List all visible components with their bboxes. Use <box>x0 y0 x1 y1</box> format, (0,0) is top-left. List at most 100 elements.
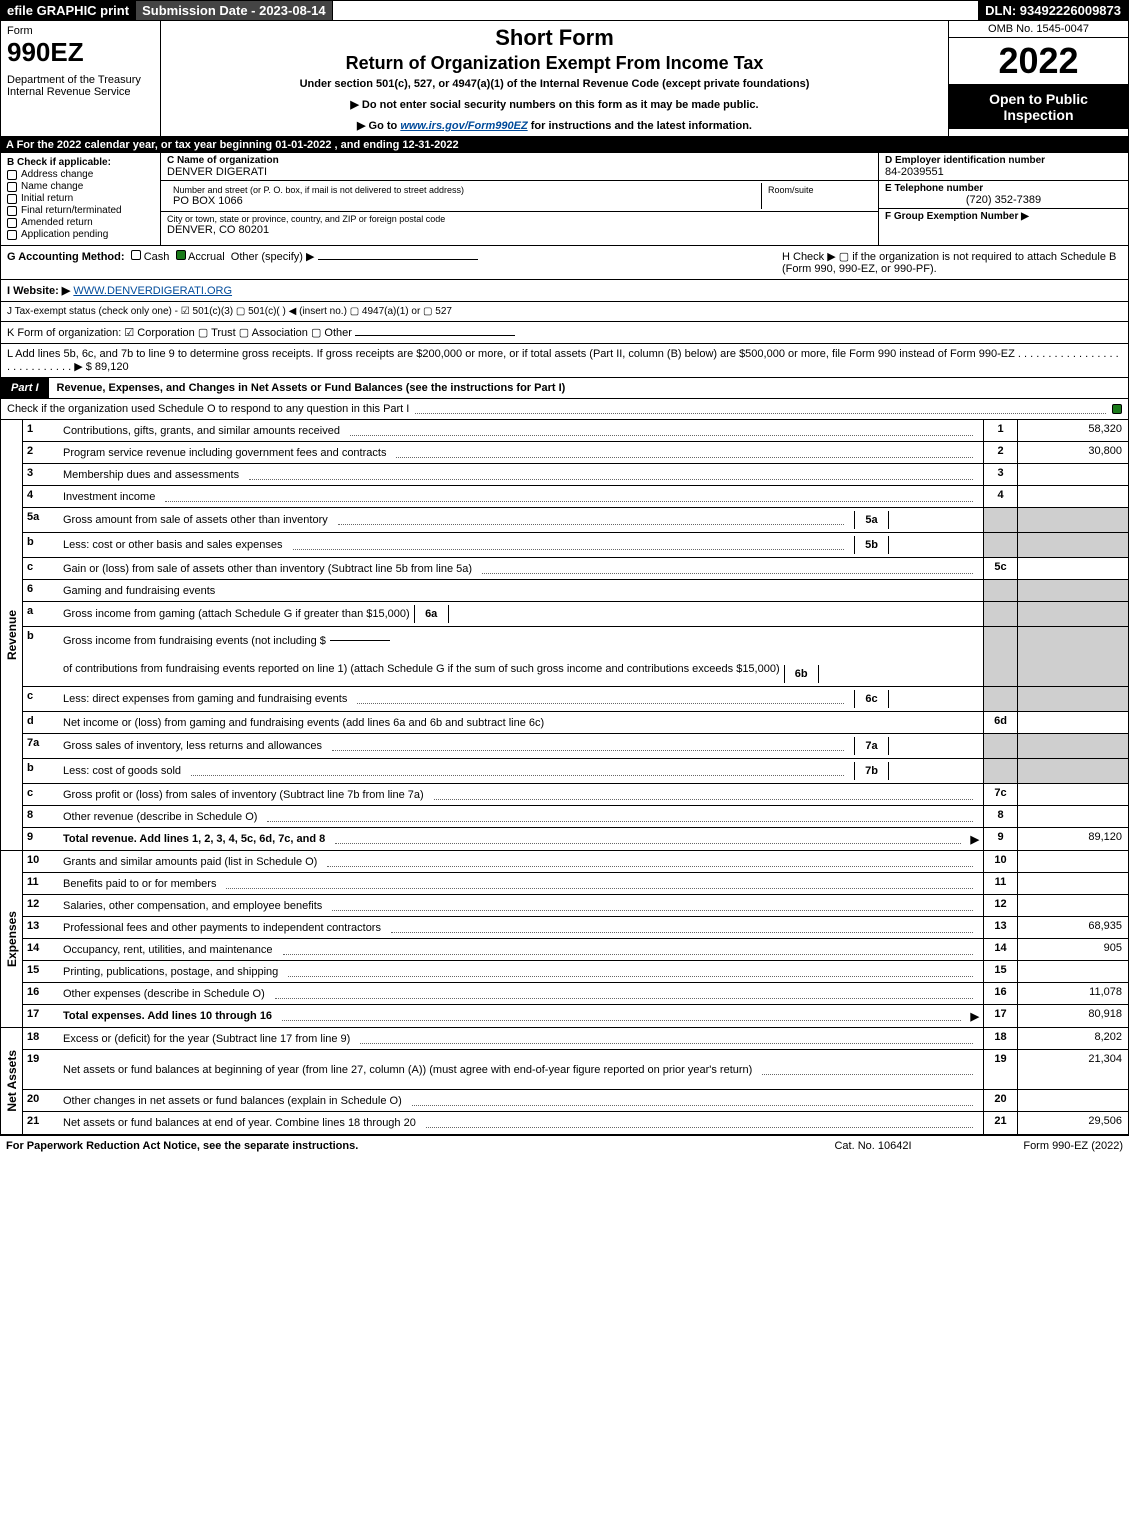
row-i: I Website: ▶ WWW.DENVERDIGERATI.ORG <box>0 280 1129 302</box>
check-initial-return[interactable]: Initial return <box>7 193 154 204</box>
ln-4-txt: Investment income <box>63 491 155 503</box>
form-header: Form 990EZ Department of the Treasury In… <box>0 21 1129 137</box>
ln-13-val: 68,935 <box>1018 917 1128 938</box>
ln-21-val: 29,506 <box>1018 1112 1128 1134</box>
ln-2-txt: Program service revenue including govern… <box>63 447 386 459</box>
ln-11-txt: Benefits paid to or for members <box>63 878 216 890</box>
ln-5c-txt: Gain or (loss) from sale of assets other… <box>63 563 472 575</box>
ln-3-txt: Membership dues and assessments <box>63 469 239 481</box>
ln-6b-txt: Gross income from fundraising events (no… <box>63 635 326 647</box>
part-1-check-row: Check if the organization used Schedule … <box>0 399 1129 420</box>
ln-6-txt: Gaming and fundraising events <box>63 585 215 597</box>
ln-18-val: 8,202 <box>1018 1028 1128 1049</box>
ln-14-txt: Occupancy, rent, utilities, and maintena… <box>63 944 273 956</box>
tel-label: E Telephone number <box>885 183 1122 194</box>
check-address-change[interactable]: Address change <box>7 169 154 180</box>
g-label: G Accounting Method: <box>7 251 125 263</box>
ln-15-txt: Printing, publications, postage, and shi… <box>63 966 278 978</box>
tel-value: (720) 352-7389 <box>885 194 1122 206</box>
col-c-org: C Name of organization DENVER DIGERATI N… <box>161 153 878 245</box>
check-schedule-o[interactable] <box>1112 404 1122 414</box>
ln-7b-txt: Less: cost of goods sold <box>63 765 181 777</box>
title-2: Return of Organization Exempt From Incom… <box>167 53 942 74</box>
addr-label: Number and street (or P. O. box, if mail… <box>173 185 755 195</box>
submission-date: Submission Date - 2023-08-14 <box>136 1 333 20</box>
bullet-1: ▶ Do not enter social security numbers o… <box>167 98 942 111</box>
ln-8-txt: Other revenue (describe in Schedule O) <box>63 811 257 823</box>
row-j: J Tax-exempt status (check only one) - ☑… <box>0 302 1129 322</box>
title-1: Short Form <box>167 25 942 51</box>
ln-1-no: 1 <box>23 420 59 441</box>
header-right: OMB No. 1545-0047 2022 Open to Public In… <box>948 21 1128 136</box>
ln-5a-txt: Gross amount from sale of assets other t… <box>63 514 328 526</box>
col-d-ein: D Employer identification number 84-2039… <box>878 153 1128 245</box>
room-label: Room/suite <box>768 185 866 195</box>
page-footer: For Paperwork Reduction Act Notice, see … <box>0 1135 1129 1156</box>
line-a: A For the 2022 calendar year, or tax yea… <box>0 137 1129 153</box>
top-bar: efile GRAPHIC print Submission Date - 20… <box>0 0 1129 21</box>
ln-6d-txt: Net income or (loss) from gaming and fun… <box>63 717 544 729</box>
row-l: L Add lines 5b, 6c, and 7b to line 9 to … <box>0 344 1129 378</box>
efile-label[interactable]: efile GRAPHIC print <box>1 1 136 20</box>
ln-14-val: 905 <box>1018 939 1128 960</box>
expenses-table: Expenses 10Grants and similar amounts pa… <box>0 851 1129 1028</box>
c-label: C Name of organization <box>167 155 872 166</box>
ln-6a-txt: Gross income from gaming (attach Schedul… <box>63 608 410 620</box>
check-name-change[interactable]: Name change <box>7 181 154 192</box>
ln-9-val: 89,120 <box>1018 828 1128 850</box>
ln-18-txt: Excess or (deficit) for the year (Subtra… <box>63 1033 350 1045</box>
ln-16-txt: Other expenses (describe in Schedule O) <box>63 988 265 1000</box>
form-id-block: Form 990EZ Department of the Treasury In… <box>1 21 161 136</box>
ein-value: 84-2039551 <box>885 166 1122 178</box>
tax-year: 2022 <box>949 38 1128 85</box>
ln-1-val: 58,320 <box>1018 420 1128 441</box>
side-expenses: Expenses <box>1 851 23 1027</box>
ln-16-val: 11,078 <box>1018 983 1128 1004</box>
org-city: DENVER, CO 80201 <box>167 224 872 236</box>
bullet-2: ▶ Go to www.irs.gov/Form990EZ for instru… <box>167 119 942 132</box>
paperwork-notice: For Paperwork Reduction Act Notice, see … <box>6 1140 783 1152</box>
ln-2-val: 30,800 <box>1018 442 1128 463</box>
form-title-block: Short Form Return of Organization Exempt… <box>161 21 948 136</box>
i-label: I Website: ▶ <box>7 285 70 297</box>
ln-19-txt: Net assets or fund balances at beginning… <box>63 1064 752 1076</box>
group-exemption-label: F Group Exemption Number ▶ <box>885 211 1122 222</box>
ln-9-txt: Total revenue. Add lines 1, 2, 3, 4, 5c,… <box>63 833 325 845</box>
ln-1-txt: Contributions, gifts, grants, and simila… <box>63 425 340 437</box>
ln-17-txt: Total expenses. Add lines 10 through 16 <box>63 1010 272 1022</box>
ln-7a-txt: Gross sales of inventory, less returns a… <box>63 740 322 752</box>
dln-label: DLN: 93492226009873 <box>979 1 1128 20</box>
check-application-pending[interactable]: Application pending <box>7 229 154 240</box>
ln-17-val: 80,918 <box>1018 1005 1128 1027</box>
city-label: City or town, state or province, country… <box>167 214 872 224</box>
check-accrual[interactable] <box>176 250 186 260</box>
check-final-return[interactable]: Final return/terminated <box>7 205 154 216</box>
department-label: Department of the Treasury Internal Reve… <box>7 74 154 98</box>
subtitle: Under section 501(c), 527, or 4947(a)(1)… <box>167 78 942 90</box>
check-cash[interactable] <box>131 250 141 260</box>
col-b-checkboxes: B Check if applicable: Address change Na… <box>1 153 161 245</box>
ln-13-txt: Professional fees and other payments to … <box>63 922 381 934</box>
b-header: B Check if applicable: <box>7 157 154 168</box>
cat-number: Cat. No. 10642I <box>783 1140 963 1152</box>
ln-10-txt: Grants and similar amounts paid (list in… <box>63 856 317 868</box>
side-revenue: Revenue <box>1 420 23 850</box>
part-1-header: Part I Revenue, Expenses, and Changes in… <box>0 378 1129 399</box>
ln-20-txt: Other changes in net assets or fund bala… <box>63 1095 402 1107</box>
ln-21-txt: Net assets or fund balances at end of ye… <box>63 1117 416 1129</box>
form-word: Form <box>7 25 154 37</box>
revenue-table: Revenue 1 Contributions, gifts, grants, a… <box>0 420 1129 851</box>
part-1-title: Revenue, Expenses, and Changes in Net As… <box>49 378 1128 398</box>
side-net-assets: Net Assets <box>1 1028 23 1134</box>
h-text: H Check ▶ ▢ if the organization is not r… <box>782 250 1122 275</box>
website-link[interactable]: WWW.DENVERDIGERATI.ORG <box>73 285 232 297</box>
ln-5b-txt: Less: cost or other basis and sales expe… <box>63 539 283 551</box>
check-amended-return[interactable]: Amended return <box>7 217 154 228</box>
irs-link[interactable]: www.irs.gov/Form990EZ <box>400 120 527 132</box>
row-k: K Form of organization: ☑ Corporation ▢ … <box>0 322 1129 344</box>
org-name: DENVER DIGERATI <box>167 166 872 178</box>
ein-label: D Employer identification number <box>885 155 1122 166</box>
open-to-public: Open to Public Inspection <box>949 85 1128 129</box>
omb-number: OMB No. 1545-0047 <box>949 21 1128 38</box>
row-gh: G Accounting Method: Cash Accrual Other … <box>0 246 1129 280</box>
